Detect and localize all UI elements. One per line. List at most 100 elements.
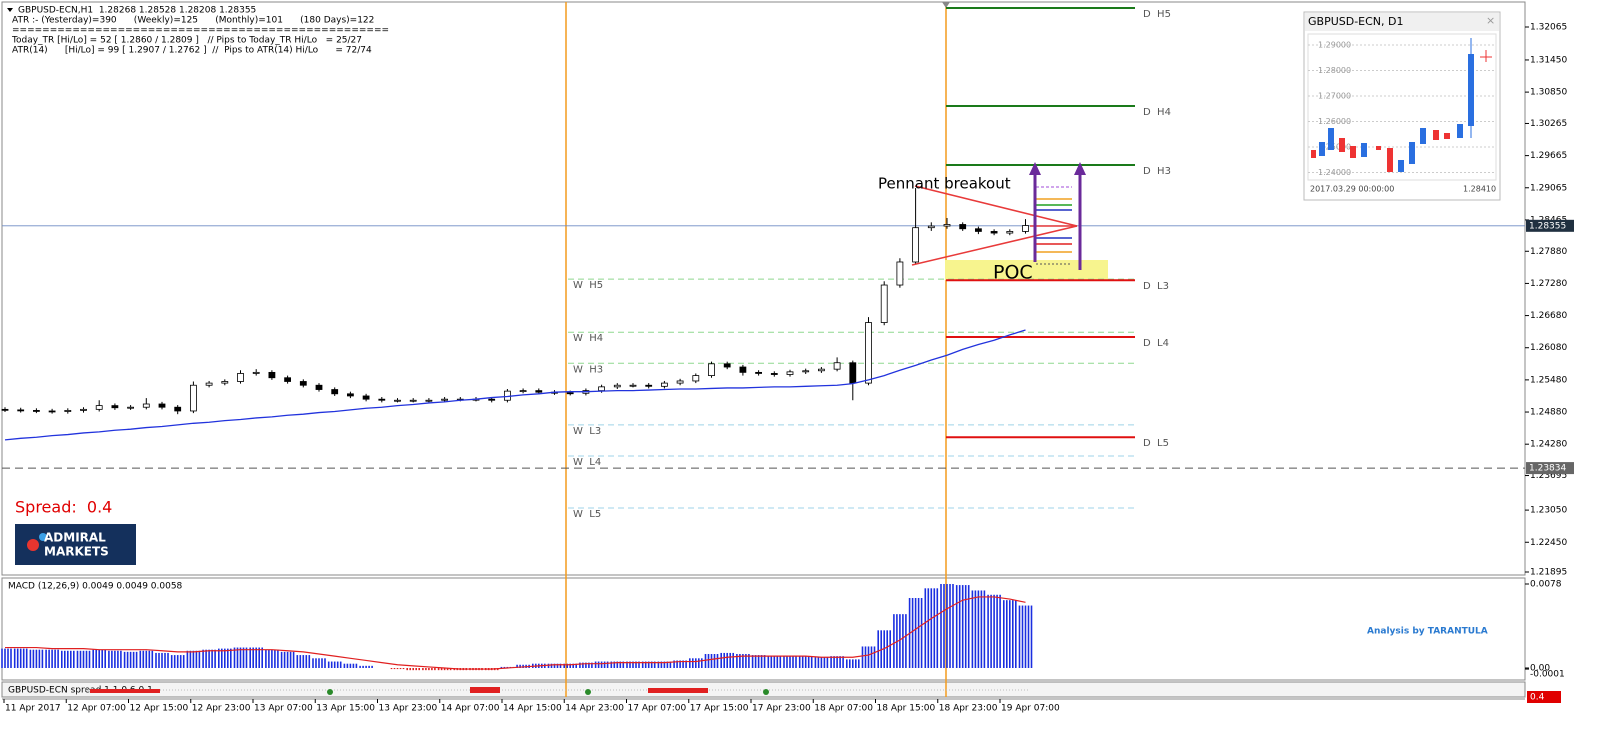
candle-body xyxy=(927,225,935,229)
spread-spike xyxy=(470,687,500,693)
logo-text: ADMIRAL xyxy=(44,531,106,545)
candle-body xyxy=(111,405,119,409)
inset-titlebar xyxy=(1305,13,1499,31)
candle-body xyxy=(629,384,637,387)
candle-body xyxy=(299,381,307,386)
time-label: 18 Apr 23:00 xyxy=(939,704,998,714)
candle-body xyxy=(833,362,841,370)
candle-body xyxy=(661,382,668,387)
candle-body xyxy=(519,390,527,393)
projection-ticks xyxy=(1036,186,1072,265)
header-line: ATR :- (Yesterday)=390 (Weekly)=125 (Mon… xyxy=(12,16,374,26)
inset-candle xyxy=(1444,133,1450,139)
candle-body xyxy=(346,393,354,397)
time-label: 18 Apr 07:00 xyxy=(814,704,873,714)
collapse-icon[interactable] xyxy=(7,8,13,12)
inset-window: GBPUSD-ECN, D1 × 1.290001.280001.270001.… xyxy=(1303,11,1501,201)
candle-body xyxy=(692,375,700,382)
candle-body xyxy=(441,398,449,401)
weekly-level-label: W L3 xyxy=(573,426,601,437)
candle-body xyxy=(315,384,323,390)
inset-close[interactable]: × xyxy=(1486,14,1495,27)
candle-body xyxy=(189,384,197,412)
daily-level-label: D L4 xyxy=(1143,338,1169,349)
inset-title: GBPUSD-ECN, D1 xyxy=(1308,15,1404,28)
candle-body xyxy=(959,224,967,230)
target-arrows xyxy=(1029,162,1086,270)
candle-body xyxy=(786,371,794,375)
macd-signal xyxy=(5,596,1026,670)
candle-body xyxy=(818,368,825,372)
candle-body xyxy=(488,398,496,401)
inset-grid: 1.29000 1.28000 1.27000 1.26000 1.25000 1.240… xyxy=(1308,41,1496,177)
y-tick-label: 1.24880 xyxy=(1530,408,1567,418)
candle-body xyxy=(598,386,605,392)
weekly-level-label: W L5 xyxy=(573,509,601,520)
candle-body xyxy=(880,284,888,323)
time-label: 17 Apr 15:00 xyxy=(690,704,749,714)
y-tick-label: 1.25480 xyxy=(1530,375,1567,385)
inset-candle xyxy=(1319,142,1325,156)
candle-body xyxy=(943,224,951,227)
candle-body xyxy=(1,408,9,411)
candle-body xyxy=(1022,225,1029,232)
levels: W H5 W H4 W H3 W L3 W L4 W L5 D H5 D H4 D H3 D L3… xyxy=(2,6,1525,520)
inset-candle xyxy=(1376,146,1381,150)
candle-body xyxy=(268,371,276,379)
candle-body xyxy=(425,399,433,402)
time-label: 14 Apr 23:00 xyxy=(565,704,624,714)
spread-value-box xyxy=(1527,691,1561,703)
inset-candle xyxy=(1457,124,1463,138)
y-tick-label: 1.27880 xyxy=(1530,247,1567,257)
candle-body xyxy=(645,384,653,387)
candles xyxy=(1,188,1029,441)
candle-body xyxy=(676,380,684,384)
y-tick-label: 1.32065 xyxy=(1530,23,1567,33)
spread-label: Spread: 0.4 xyxy=(15,498,112,517)
macd-tick-label: 0.00 xyxy=(1530,664,1550,674)
candle-body xyxy=(17,409,25,412)
daily-level-label: D H5 xyxy=(1143,9,1171,20)
spread-pane: GBPUSD-ECN spread 1.1 0.6 0.1 0.4 xyxy=(8,686,1561,703)
logo-dot xyxy=(39,533,47,541)
candle-body xyxy=(409,399,417,402)
y-tick-label: 1.21895 xyxy=(1530,568,1567,578)
candle-body xyxy=(802,370,810,373)
candle-body xyxy=(990,231,998,234)
weekly-level-label: W L4 xyxy=(573,457,601,468)
inset-tick-label: 1.25000 xyxy=(1318,143,1351,152)
header-line: Today_TR [Hi/Lo] = 52 [ 1.2860 / 1.2809 … xyxy=(11,36,362,46)
pennant-lower xyxy=(911,225,1078,266)
candle-body xyxy=(770,373,778,375)
daily-level-label: D H4 xyxy=(1143,107,1171,118)
candle-body xyxy=(362,395,370,400)
moving-average xyxy=(4,329,1026,441)
time-label: 12 Apr 15:00 xyxy=(130,704,189,714)
main-pane-frame xyxy=(1,1,1526,576)
macd-tick-label: 0.0078 xyxy=(1530,580,1562,590)
inset-candle xyxy=(1409,142,1415,164)
daily-level-label: D H3 xyxy=(1143,166,1171,177)
weekly-level-label: W H3 xyxy=(573,364,603,375)
y-tick-label: 1.31450 xyxy=(1530,55,1567,65)
inset-candle xyxy=(1420,128,1426,144)
candle-body xyxy=(723,363,731,368)
candle-body xyxy=(708,363,715,376)
inset-candle xyxy=(1328,128,1334,150)
inset-candle xyxy=(1361,143,1367,157)
y-tick-label: 1.26080 xyxy=(1530,343,1567,353)
shift-marker xyxy=(942,2,950,8)
time-label: 12 Apr 07:00 xyxy=(67,704,126,714)
candle-body xyxy=(331,389,339,395)
time-label: 11 Apr 2017 xyxy=(5,704,61,714)
time-label: 14 Apr 07:00 xyxy=(441,704,500,714)
candle-body xyxy=(1006,231,1014,234)
pennant-upper xyxy=(914,185,1078,227)
y-tick-label: 1.27280 xyxy=(1530,279,1567,289)
candle-body xyxy=(95,405,103,410)
candle-body xyxy=(221,381,229,384)
candle-body xyxy=(80,408,87,411)
time-label: 13 Apr 15:00 xyxy=(316,704,375,714)
arrow-head xyxy=(1029,162,1041,175)
